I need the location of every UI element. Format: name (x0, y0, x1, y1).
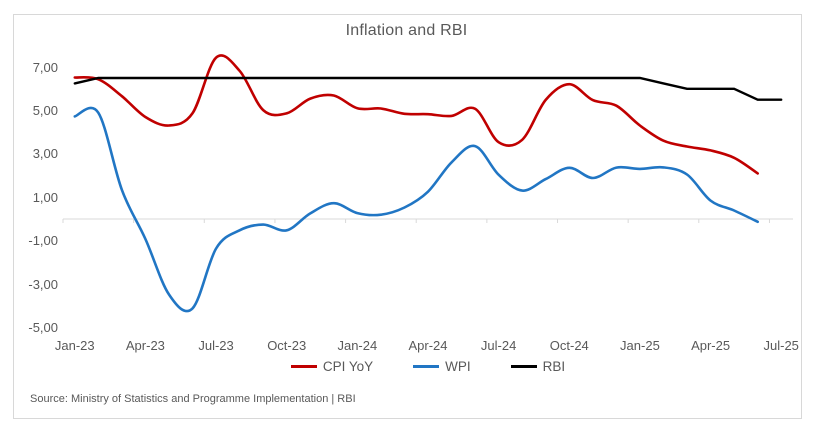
x-axis-label: Jan-24 (337, 338, 378, 353)
legend-label-wpi: WPI (445, 359, 471, 374)
rbi-line-swatch (510, 365, 537, 368)
x-axis-label: Apr-25 (691, 338, 731, 353)
legend-item-cpi: CPI YoY (290, 359, 374, 374)
y-axis-label: 3,00 (32, 146, 58, 162)
series-line-rbi (73, 76, 783, 101)
legend-label-cpi: CPI YoY (322, 359, 374, 374)
y-axis-label: 7,00 (32, 59, 58, 75)
cpi-line-swatch (290, 365, 317, 368)
y-axis-label: 1,00 (32, 189, 58, 205)
x-axis-label: Apr-24 (408, 338, 448, 353)
legend-item-rbi: RBI (510, 359, 566, 374)
y-axis-label: -3,00 (28, 276, 58, 292)
x-axis-label: Jan-23 (54, 338, 95, 353)
x-axis-label: Oct-24 (549, 338, 589, 353)
legend-item-wpi: WPI (413, 359, 471, 374)
x-axis-label: Apr-23 (125, 338, 165, 353)
legend-label-rbi: RBI (542, 359, 566, 374)
legend: CPI YoY WPI RBI (63, 359, 793, 374)
source-note: Source: Ministry of Statistics and Progr… (30, 393, 356, 405)
x-axis-label: Jan-25 (620, 338, 660, 353)
y-axis-label: 5,00 (32, 103, 58, 118)
series-line-cpi-yoy (73, 54, 759, 175)
x-axis-label: Jul-25 (763, 338, 799, 353)
wpi-line-swatch (413, 365, 440, 368)
y-axis-label: -5,00 (28, 320, 58, 335)
x-axis-label: Jul-23 (198, 338, 234, 353)
x-axis-label: Jul-24 (480, 338, 517, 353)
x-axis-label: Oct-23 (267, 338, 307, 353)
y-axis-label: -1,00 (28, 233, 58, 249)
chart-title: Inflation and RBI (345, 22, 468, 39)
series-line-wpi (73, 106, 759, 313)
chart-frame (13, 14, 802, 419)
